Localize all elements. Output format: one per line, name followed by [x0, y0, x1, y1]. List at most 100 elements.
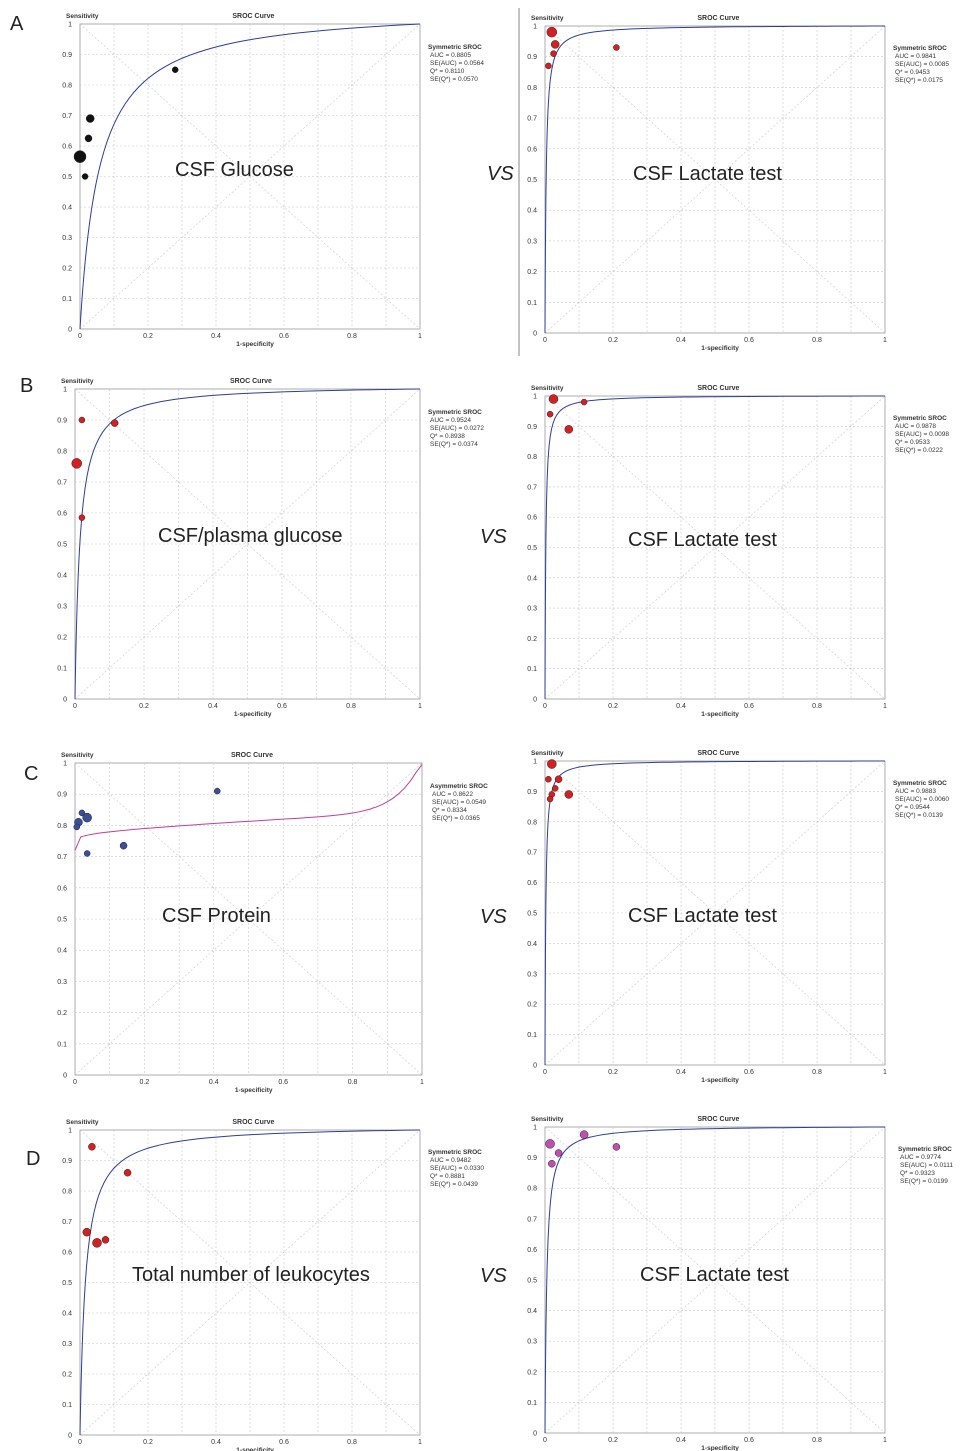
stats-line: AUC = 0.9482: [430, 1157, 471, 1164]
stats-header: Symmetric SROC: [428, 1149, 482, 1156]
chart-title: SROC Curve: [697, 385, 739, 392]
stats-line: AUC = 0.9774: [900, 1154, 941, 1161]
study-point: [71, 458, 82, 469]
y-tick-label: 0.6: [527, 515, 537, 522]
study-point: [101, 1236, 110, 1244]
stats-header: Symmetric SROC: [428, 409, 482, 416]
x-axis-label: 1-specificity: [235, 1087, 273, 1094]
y-axis-label: Sensitivity: [66, 13, 99, 20]
panel-letter: D: [26, 1148, 40, 1170]
y-tick-label: 0: [533, 1063, 537, 1070]
test-label: CSF Glucose: [175, 159, 294, 181]
y-tick-label: 0.7: [527, 1216, 537, 1223]
stats-line: Q* = 0.8334: [432, 807, 467, 814]
x-axis-label: 1-specificity: [701, 1445, 739, 1451]
stats-line: Q* = 0.8938: [430, 433, 465, 440]
y-axis-label: Sensitivity: [531, 385, 564, 392]
y-tick-label: 0.8: [527, 85, 537, 92]
y-tick-label: 0.9: [57, 418, 67, 425]
study-point: [579, 1130, 589, 1139]
test-label: CSF Lactate test: [628, 529, 777, 551]
y-axis-label: Sensitivity: [61, 378, 94, 385]
vs-label: VS: [480, 906, 507, 928]
study-point: [550, 40, 560, 49]
study-point: [546, 410, 554, 418]
y-tick-label: 0: [533, 331, 537, 338]
y-tick-label: 0.1: [57, 1041, 67, 1048]
study-point: [554, 775, 563, 783]
x-tick-label: 0.4: [211, 333, 221, 340]
study-point: [551, 785, 559, 792]
x-tick-label: 0.2: [143, 333, 153, 340]
y-tick-label: 1: [533, 1125, 537, 1132]
x-tick-label: 0.8: [812, 703, 822, 710]
y-tick-label: 0.3: [57, 979, 67, 986]
y-tick-label: 1: [63, 387, 67, 394]
y-axis-label: Sensitivity: [66, 1119, 99, 1126]
stats-line: AUC = 0.9524: [430, 417, 471, 424]
sroc-curve: [544, 1126, 886, 1434]
y-tick-label: 0.1: [62, 1402, 72, 1409]
x-tick-label: 0.4: [676, 703, 686, 710]
x-axis-label: 1-specificity: [234, 711, 272, 718]
study-point: [545, 62, 552, 70]
y-tick-label: 0.8: [527, 1186, 537, 1193]
stats-line: SE(Q*) = 0.0175: [895, 77, 943, 84]
chart-panel-c2: 0 0.1 0.2 0.3 0.4 0.5 0.6 0.7 0.8 0.9 1 0 0.2 0.4 0.6 0…: [527, 750, 949, 1084]
y-tick-label: 0.7: [527, 850, 537, 857]
x-axis-label: 1-specificity: [701, 711, 739, 718]
chart-panel-d2: 0 0.1 0.2 0.3 0.4 0.5 0.6 0.7 0.8 0.9 1 0 0.2 0.4 0.6 0…: [527, 1116, 953, 1451]
stats-line: SE(Q*) = 0.0139: [895, 812, 943, 819]
chart-panel-c: 0 0.1 0.2 0.3 0.4 0.5 0.6 0.7 0.8 0.9 1 0 0.2 0.4 0.6 0…: [24, 752, 507, 1094]
diagonal-line: [79, 23, 421, 330]
x-tick-label: 0: [543, 1437, 547, 1444]
x-tick-label: 0.8: [346, 703, 356, 710]
y-tick-label: 0.3: [527, 606, 537, 613]
y-tick-label: 1: [63, 761, 67, 768]
y-tick-label: 0.2: [62, 266, 72, 273]
panel-letter: A: [10, 13, 24, 35]
x-tick-label: 1: [418, 703, 422, 710]
x-tick-label: 0.8: [812, 337, 822, 344]
stats-header: Symmetric SROC: [893, 780, 947, 787]
study-point: [547, 759, 557, 769]
vs-label: VS: [480, 526, 507, 548]
y-tick-label: 0.2: [57, 1010, 67, 1017]
study-point: [550, 50, 557, 57]
stats-line: SE(Q*) = 0.0222: [895, 447, 943, 454]
study-point: [82, 812, 92, 823]
study-point: [171, 66, 179, 73]
y-tick-label: 0.8: [527, 819, 537, 826]
study-point: [548, 1159, 556, 1168]
stats-line: AUC = 0.8805: [430, 52, 471, 59]
chart-title: SROC Curve: [230, 378, 272, 385]
y-tick-label: 0.9: [527, 54, 537, 61]
x-tick-label: 0.4: [211, 1439, 221, 1446]
y-tick-label: 0.6: [62, 1250, 72, 1257]
y-tick-label: 1: [533, 24, 537, 31]
x-tick-label: 0.6: [279, 1439, 289, 1446]
y-tick-label: 0.7: [62, 1219, 72, 1226]
y-tick-label: 0.4: [527, 941, 537, 948]
y-tick-label: 0.4: [57, 948, 67, 955]
stats-line: SE(Q*) = 0.0570: [430, 76, 478, 83]
x-tick-label: 0.6: [279, 333, 289, 340]
x-tick-label: 0.6: [744, 1069, 754, 1076]
y-tick-label: 0.5: [527, 545, 537, 552]
y-tick-label: 0.2: [527, 1369, 537, 1376]
y-tick-label: 0.5: [527, 177, 537, 184]
x-tick-label: 0.2: [608, 1069, 618, 1076]
x-tick-label: 0.2: [139, 703, 149, 710]
y-tick-label: 0.2: [527, 636, 537, 643]
x-axis-label: 1-specificity: [701, 345, 739, 352]
chart-title: SROC Curve: [697, 750, 739, 757]
study-point: [81, 173, 89, 180]
panel-letter: B: [20, 375, 33, 397]
x-axis-label: 1-specificity: [236, 341, 274, 348]
test-label: Total number of leukocytes: [132, 1264, 370, 1286]
study-point: [73, 823, 80, 831]
chart-title: SROC Curve: [697, 15, 739, 22]
x-tick-label: 0.6: [277, 703, 287, 710]
chart-title: SROC Curve: [231, 752, 273, 759]
study-point: [78, 416, 86, 424]
